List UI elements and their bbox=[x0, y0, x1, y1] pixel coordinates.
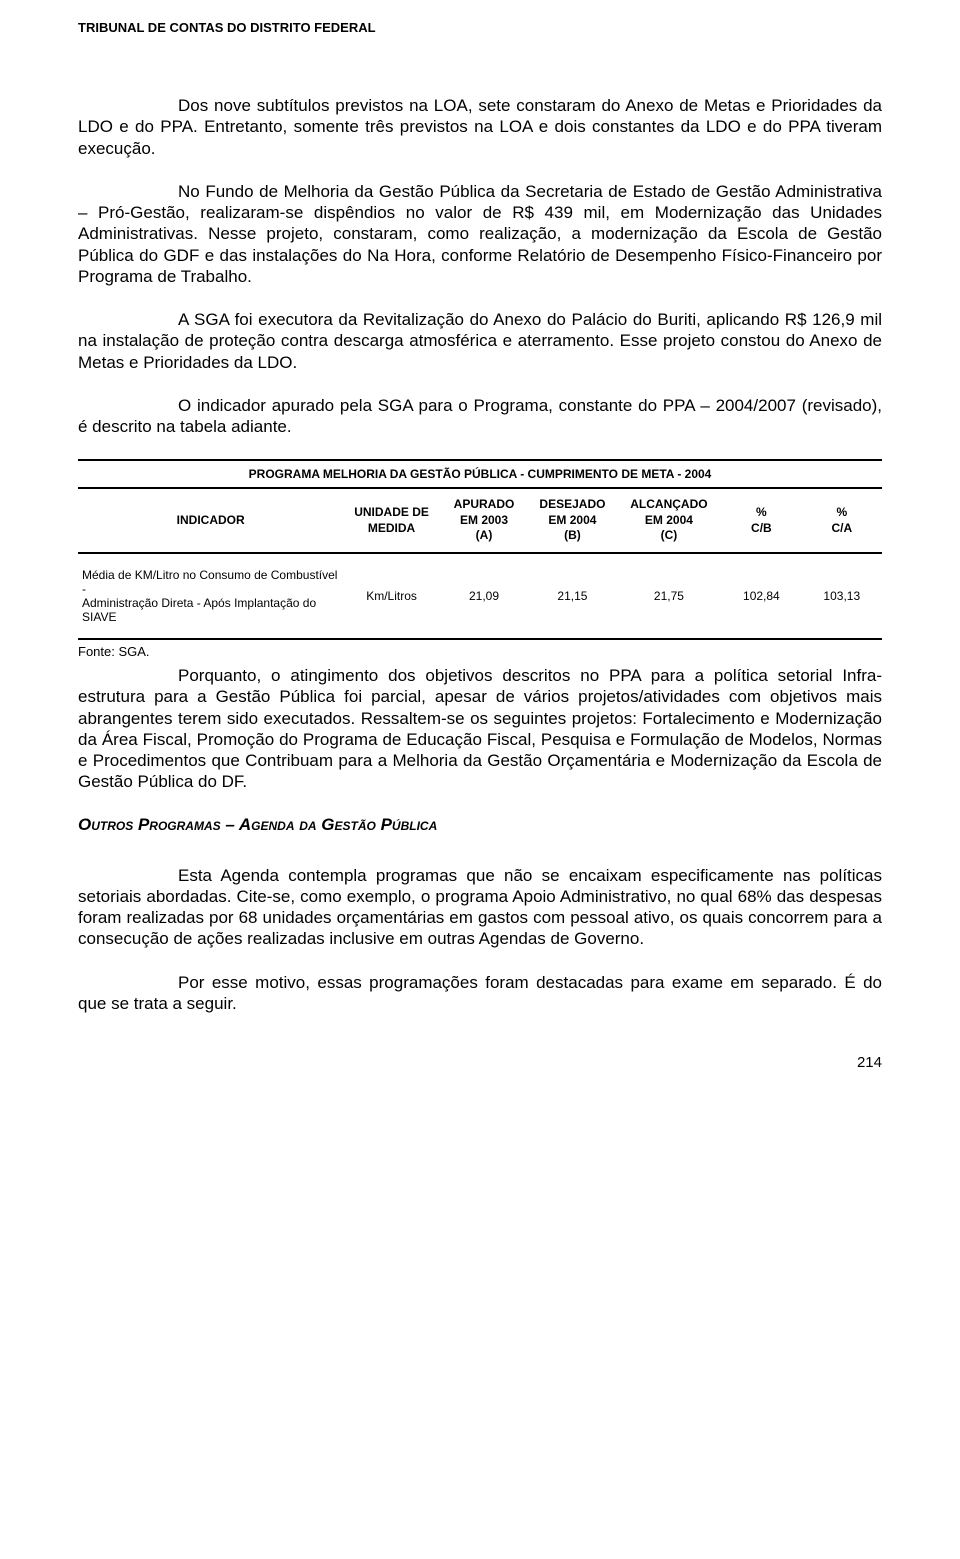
cell-pct-ca: 103,13 bbox=[802, 553, 882, 639]
cell-unit: Km/Litros bbox=[343, 553, 439, 639]
paragraph-2: No Fundo de Melhoria da Gestão Pública d… bbox=[78, 181, 882, 287]
cell-pct-cb: 102,84 bbox=[721, 553, 801, 639]
th-pctcb-l2: C/B bbox=[751, 521, 772, 535]
cell-indicator-l2: Administração Direta - Após Implantação … bbox=[82, 596, 316, 624]
th-desejado: DESEJADO EM 2004 (B) bbox=[528, 489, 616, 553]
cell-indicator: Média de KM/Litro no Consumo de Combustí… bbox=[78, 553, 343, 639]
th-pctcb-l1: % bbox=[756, 505, 767, 519]
th-unit-l2: MEDIDA bbox=[368, 521, 415, 535]
table-header-row: INDICADOR UNIDADE DE MEDIDA APURADO EM 2… bbox=[78, 489, 882, 553]
table-body: INDICADOR UNIDADE DE MEDIDA APURADO EM 2… bbox=[78, 489, 882, 640]
th-pctca-l1: % bbox=[836, 505, 847, 519]
table-title: PROGRAMA MELHORIA DA GESTÃO PÚBLICA - CU… bbox=[78, 459, 882, 489]
th-desejado-l1: DESEJADO bbox=[539, 497, 605, 511]
th-alcancado-l2: EM 2004 bbox=[645, 513, 693, 527]
cell-apurado: 21,09 bbox=[440, 553, 528, 639]
th-pct-ca: % C/A bbox=[802, 489, 882, 553]
section-heading: Outros Programas – Agenda da Gestão Públ… bbox=[78, 815, 882, 835]
paragraph-7: Por esse motivo, essas programações fora… bbox=[78, 972, 882, 1015]
th-apurado-l1: APURADO bbox=[454, 497, 515, 511]
th-pctca-l2: C/A bbox=[831, 521, 852, 535]
cell-desejado: 21,15 bbox=[528, 553, 616, 639]
page-number: 214 bbox=[78, 1054, 882, 1071]
th-unit: UNIDADE DE MEDIDA bbox=[343, 489, 439, 553]
th-unit-l1: UNIDADE DE bbox=[354, 505, 429, 519]
th-desejado-l3: (B) bbox=[564, 528, 581, 542]
cell-indicator-l1: Média de KM/Litro no Consumo de Combustí… bbox=[82, 568, 337, 596]
table-row: Média de KM/Litro no Consumo de Combustí… bbox=[78, 553, 882, 639]
paragraph-5: Porquanto, o atingimento dos objetivos d… bbox=[78, 665, 882, 793]
th-pct-cb: % C/B bbox=[721, 489, 801, 553]
document-header: TRIBUNAL DE CONTAS DO DISTRITO FEDERAL bbox=[78, 20, 882, 35]
th-apurado: APURADO EM 2003 (A) bbox=[440, 489, 528, 553]
data-table: PROGRAMA MELHORIA DA GESTÃO PÚBLICA - CU… bbox=[78, 459, 882, 640]
cell-alcancado: 21,75 bbox=[617, 553, 722, 639]
th-alcancado: ALCANÇADO EM 2004 (C) bbox=[617, 489, 722, 553]
paragraph-3: A SGA foi executora da Revitalização do … bbox=[78, 309, 882, 373]
table-source: Fonte: SGA. bbox=[78, 644, 882, 659]
th-apurado-l2: EM 2003 bbox=[460, 513, 508, 527]
th-apurado-l3: (A) bbox=[476, 528, 493, 542]
paragraph-1: Dos nove subtítulos previstos na LOA, se… bbox=[78, 95, 882, 159]
th-alcancado-l1: ALCANÇADO bbox=[630, 497, 707, 511]
th-alcancado-l3: (C) bbox=[661, 528, 678, 542]
paragraph-4: O indicador apurado pela SGA para o Prog… bbox=[78, 395, 882, 438]
paragraph-6: Esta Agenda contempla programas que não … bbox=[78, 865, 882, 950]
th-indicator: INDICADOR bbox=[78, 489, 343, 553]
th-desejado-l2: EM 2004 bbox=[548, 513, 596, 527]
